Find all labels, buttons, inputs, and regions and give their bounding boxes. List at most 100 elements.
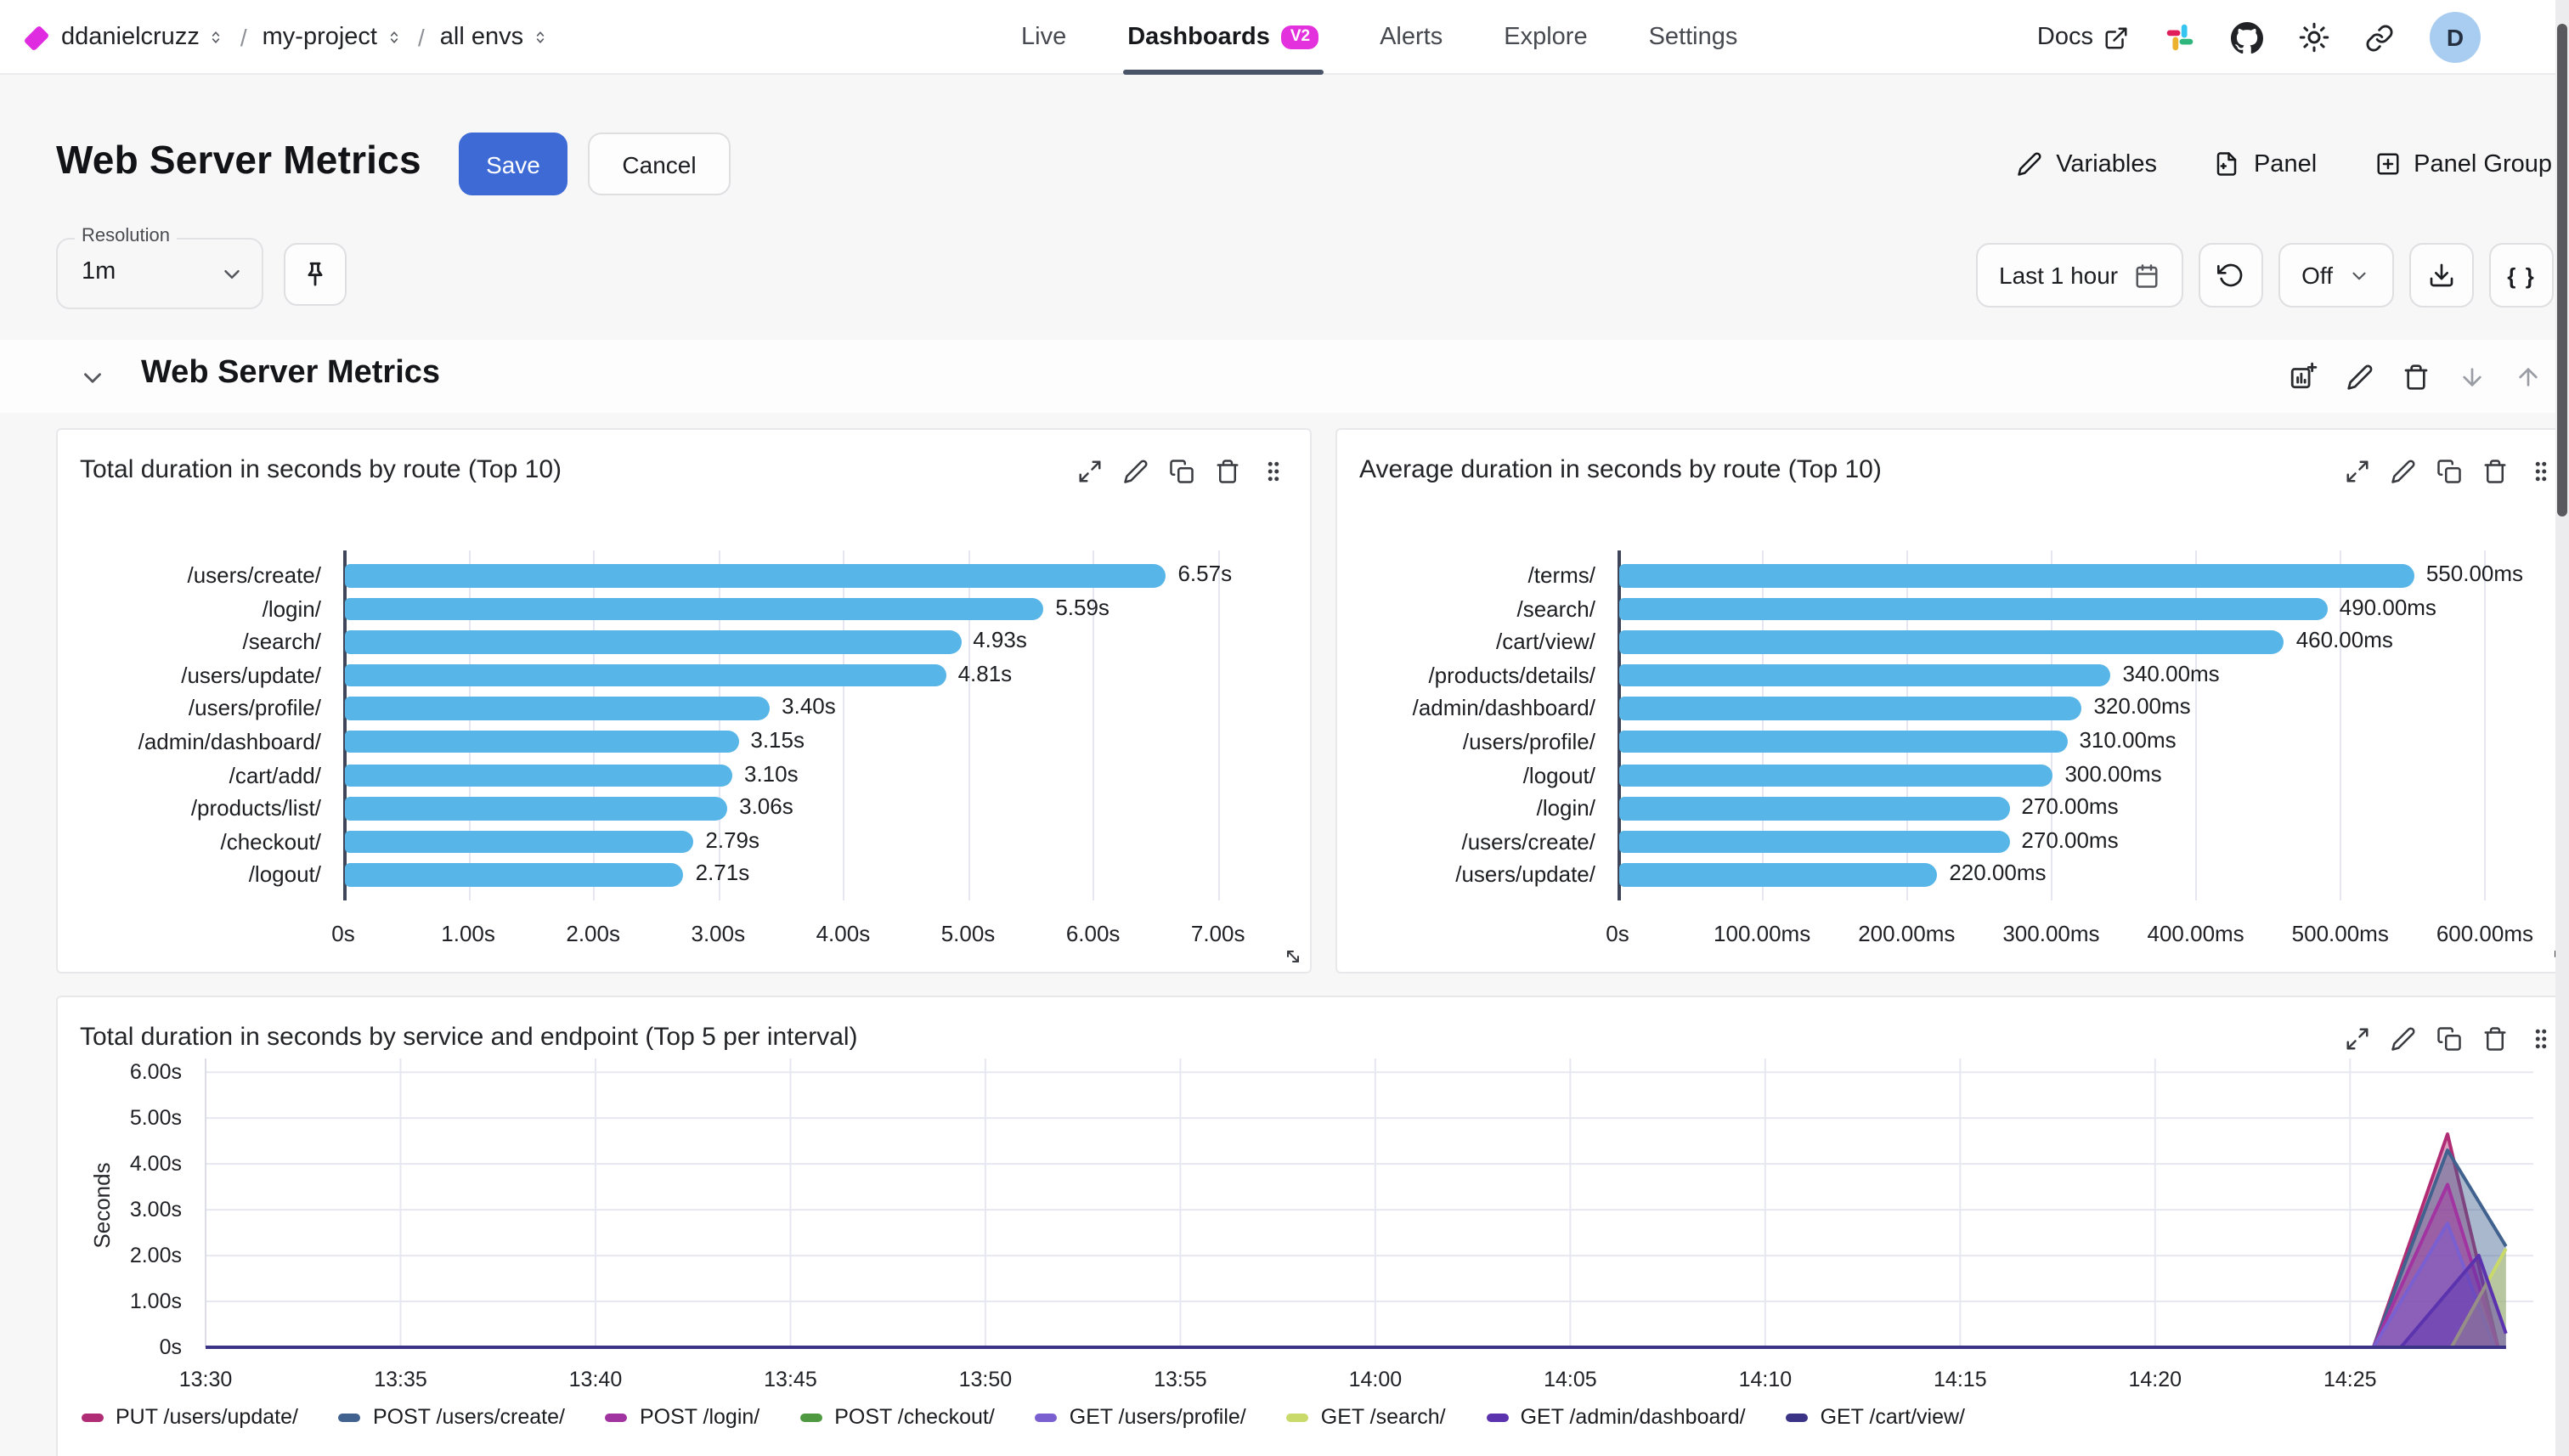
delete-panel-button[interactable] (2482, 458, 2508, 483)
x-tick-label: 14:20 (2128, 1368, 2182, 1391)
refresh-button[interactable] (2198, 243, 2263, 308)
legend-item[interactable]: POST /users/create/ (338, 1405, 565, 1429)
bar-chart: /terms/ /search/ /cart/view/ /products/deta… (1337, 430, 2569, 972)
legend-item[interactable]: PUT /users/update/ (82, 1405, 298, 1429)
breadcrumb-item[interactable]: all envs (440, 24, 549, 51)
tab-label: Alerts (1380, 24, 1443, 51)
legend-item[interactable]: GET /search/ (1286, 1405, 1446, 1429)
y-axis-line (1618, 550, 1621, 900)
delete-section-button[interactable] (2402, 363, 2430, 390)
drag-handle-icon[interactable] (1261, 458, 1286, 483)
x-axis-ticks: 0s 1.00s 2.00s 3.00s 4.00s 5.00s 6.00s 7.00s (331, 921, 1293, 955)
edit-panel-button[interactable] (2391, 1025, 2416, 1051)
gridline (2340, 550, 2342, 900)
breadcrumb-item[interactable]: ddanielcruzz (61, 24, 225, 51)
action-label: Panel Group (2414, 150, 2552, 178)
bar-category-label: /products/list/ (190, 795, 321, 821)
y-tick-label: 2.00s (129, 1244, 182, 1268)
panel-title: Total duration in seconds by route (Top … (80, 455, 562, 484)
edit-panel-button[interactable] (1123, 458, 1149, 483)
trash-icon (2482, 458, 2508, 483)
drag-handle-icon[interactable] (2528, 1025, 2554, 1051)
drag-handle-icon[interactable] (2528, 458, 2554, 483)
tab-alerts[interactable]: Alerts (1380, 0, 1443, 75)
trash-icon (2482, 1025, 2508, 1051)
x-tick-label: 600.00ms (2436, 921, 2533, 946)
delete-panel-button[interactable] (1215, 458, 1240, 483)
bar-value-label: 220.00ms (1949, 860, 2047, 886)
bar-row: 490.00ms (1618, 592, 2557, 625)
bar-category-label: /checkout/ (220, 828, 321, 855)
slack-icon[interactable] (2165, 22, 2195, 53)
json-view-button[interactable]: { } (2489, 243, 2554, 308)
time-range-button[interactable]: Last 1 hour (1975, 243, 2183, 308)
legend-item[interactable]: POST /checkout/ (800, 1405, 995, 1429)
pin-button[interactable] (284, 243, 347, 306)
section-title: Web Server Metrics (141, 355, 441, 391)
y-tick-label: 0s (159, 1335, 182, 1359)
series-line (206, 1222, 2506, 1349)
avatar[interactable]: D (2430, 12, 2481, 63)
expand-panel-button[interactable] (1077, 458, 1103, 483)
page-scrollbar[interactable] (2555, 0, 2569, 1456)
bar (345, 797, 728, 821)
gridline (593, 550, 596, 900)
tab-live[interactable]: Live (1021, 0, 1066, 75)
legend-swatch (1786, 1413, 1809, 1421)
clone-panel-button[interactable] (1169, 458, 1194, 483)
auto-refresh-select[interactable]: Off (2278, 243, 2394, 308)
bar-category-labels: /users/create/ /login/ /search/ /users/upda… (58, 559, 321, 892)
legend-item[interactable]: GET /users/profile/ (1035, 1405, 1246, 1429)
pencil-icon (2391, 458, 2416, 483)
panel-header: Average duration in seconds by route (To… (1337, 430, 2569, 511)
series-area (206, 1150, 2506, 1347)
legend-item[interactable]: GET /cart/view/ (1786, 1405, 1965, 1429)
github-icon[interactable] (2231, 21, 2263, 54)
panel-group-button[interactable]: Panel Group (2374, 150, 2552, 178)
tab-explore[interactable]: Explore (1504, 0, 1587, 75)
panel-button[interactable]: Panel (2215, 150, 2317, 178)
tab-settings[interactable]: Settings (1649, 0, 1738, 75)
clone-panel-button[interactable] (2436, 458, 2462, 483)
file-plus-icon (2215, 151, 2240, 177)
bar-category-label: /logout/ (248, 861, 321, 888)
bar-value-label: 3.10s (744, 760, 799, 787)
legend-item[interactable]: POST /login/ (605, 1405, 759, 1429)
scrollbar-thumb[interactable] (2557, 24, 2567, 516)
expand-panel-button[interactable] (2345, 1025, 2370, 1051)
tab-dashboards[interactable]: Dashboards V2 (1122, 0, 1324, 75)
move-section-down-button[interactable] (2459, 363, 2486, 390)
breadcrumb-item[interactable]: my-project (263, 24, 403, 51)
trash-icon (1215, 458, 1240, 483)
link-icon[interactable] (2365, 23, 2394, 52)
delete-panel-button[interactable] (2482, 1025, 2508, 1051)
add-panel-to-section-button[interactable] (2289, 362, 2318, 391)
x-tick-label: 0s (1606, 921, 1629, 946)
pencil-icon (2346, 363, 2374, 390)
panel-resize-handle[interactable] (1283, 946, 1303, 967)
legend-label: GET /admin/dashboard/ (1520, 1405, 1746, 1429)
sun-icon[interactable] (2299, 22, 2329, 53)
expand-panel-button[interactable] (2345, 458, 2370, 483)
resolution-select[interactable]: Resolution 1m (56, 226, 263, 309)
copy-icon (2436, 458, 2462, 483)
download-button[interactable] (2409, 243, 2474, 308)
save-button[interactable]: Save (459, 133, 567, 195)
edit-panel-button[interactable] (2391, 458, 2416, 483)
move-section-up-button[interactable] (2515, 363, 2542, 390)
variables-button[interactable]: Variables (2017, 150, 2157, 178)
bar-rows: 550.00ms 490.00ms 460.00ms 340.00ms 320.00ms… (1618, 559, 2557, 892)
docs-link[interactable]: Docs (2037, 24, 2129, 51)
bar-value-label: 4.81s (957, 660, 1013, 686)
legend-item[interactable]: GET /admin/dashboard/ (1486, 1405, 1746, 1429)
series-area (206, 1249, 2506, 1347)
cancel-button[interactable]: Cancel (588, 133, 731, 195)
bar (345, 630, 962, 654)
section-collapse-button[interactable] (73, 358, 110, 396)
legend-label: POST /users/create/ (372, 1405, 565, 1429)
edit-section-button[interactable] (2346, 363, 2374, 390)
gridline (2484, 550, 2487, 900)
bar-row: 460.00ms (1618, 625, 2557, 658)
clone-panel-button[interactable] (2436, 1025, 2462, 1051)
top-nav: ddanielcruzz / my-project / all envs Live Das… (0, 0, 2569, 75)
